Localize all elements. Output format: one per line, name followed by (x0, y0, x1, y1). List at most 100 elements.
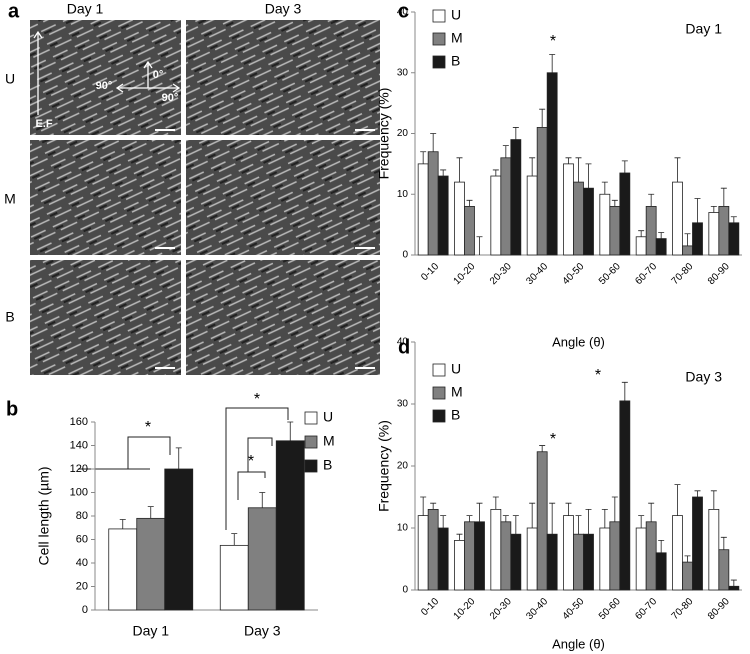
legend-label: B (451, 53, 460, 69)
error-bar (621, 160, 628, 173)
y-tick-label: 80 (76, 510, 88, 522)
scale-bars (155, 129, 375, 369)
bar (599, 527, 611, 591)
bar (619, 400, 631, 591)
x-tick-label: 30-40 (524, 596, 550, 622)
angle-label: 90° (96, 80, 113, 92)
x-tick-label: 70-80 (670, 596, 696, 622)
error-bar (638, 515, 645, 528)
bar (583, 187, 594, 256)
error-bar (456, 157, 463, 183)
x-tick-label: Day 3 (244, 623, 281, 639)
error-bar (565, 157, 572, 164)
legend-swatch (432, 55, 446, 69)
micrograph-grid: Day 1 Day 3 U M B E.F 0° 90° 90° (4, 1, 380, 375)
x-tick-label: 20-30 (488, 261, 514, 287)
bar (546, 72, 558, 256)
error-bar (585, 509, 592, 535)
x-tick-label: 20-30 (488, 596, 514, 622)
micrograph (30, 20, 181, 135)
error-bar (492, 496, 499, 510)
bar (609, 205, 621, 256)
bar (437, 527, 449, 591)
legend-label: B (323, 457, 332, 473)
panel-label: d (398, 336, 410, 358)
y-tick-label: 10 (397, 523, 409, 534)
bar (417, 515, 429, 591)
error-bar (440, 515, 447, 528)
bar (164, 468, 194, 611)
x-axis-label: Angle (θ) (552, 636, 605, 651)
panel-label: a (8, 0, 20, 22)
column-label: Day 3 (265, 1, 302, 17)
error-bar (611, 199, 618, 207)
error-bar (512, 127, 519, 140)
error-bar (420, 496, 427, 516)
bar (692, 496, 703, 591)
x-tick-label: 80-90 (706, 596, 732, 622)
error-bar (694, 490, 701, 497)
bar (536, 451, 548, 591)
legend-swatch (304, 435, 318, 449)
x-tick-label: 0-10 (419, 596, 441, 618)
bar (635, 527, 647, 591)
error-bar (539, 445, 546, 452)
error-bar (529, 502, 536, 528)
error-bar (730, 579, 737, 587)
error-bar (575, 515, 582, 535)
error-bar (611, 496, 618, 522)
legend-label: M (451, 384, 463, 400)
bar (500, 521, 512, 591)
error-bar (430, 502, 437, 510)
error-bar (710, 206, 717, 213)
y-tick-label: 100 (70, 486, 88, 498)
legend-label: U (451, 361, 461, 377)
error-bar (539, 108, 546, 128)
bar (718, 549, 730, 591)
x-tick-label: 50-60 (597, 596, 623, 622)
error-bar (565, 502, 572, 516)
bar (417, 163, 429, 256)
bar (219, 544, 249, 611)
field-arrows (33, 30, 181, 115)
error-bar (601, 509, 608, 528)
bar (427, 508, 439, 591)
x-tick-label: 10-20 (452, 596, 478, 622)
bar (454, 181, 465, 256)
bar (510, 533, 522, 591)
x-tick-label: 10-20 (452, 261, 478, 287)
x-tick-label: 0-10 (419, 261, 441, 283)
x-tick-label: 80-90 (706, 261, 732, 287)
error-bar (529, 157, 536, 177)
legend-swatch (432, 9, 446, 23)
bar (563, 163, 574, 256)
angle-label: 0° (153, 69, 164, 81)
annotation: * (248, 453, 254, 470)
error-bar (456, 533, 463, 541)
y-tick-label: 0 (402, 585, 408, 596)
annotation: * (254, 391, 260, 408)
angle-label: 90° (162, 92, 179, 104)
y-tick-label: 40 (397, 337, 409, 348)
error-bar (621, 381, 628, 401)
bar (247, 507, 277, 611)
bar (619, 172, 631, 256)
bar (526, 175, 538, 256)
x-tick-label: 50-60 (597, 261, 623, 287)
y-axis-label: Frequency (%) (376, 420, 392, 512)
error-bar (420, 151, 427, 164)
micrograph (186, 140, 380, 255)
panel-label: c (398, 0, 409, 22)
error-bar (287, 421, 294, 441)
bar (563, 515, 574, 591)
error-bar (175, 447, 182, 469)
error-bar (476, 236, 483, 255)
legend-label: M (451, 30, 463, 46)
error-bar (674, 157, 681, 183)
error-bar (720, 536, 727, 550)
error-bar (658, 540, 665, 553)
bar (609, 521, 621, 591)
x-tick-label: 60-70 (633, 261, 659, 287)
legend-swatch (304, 459, 318, 473)
